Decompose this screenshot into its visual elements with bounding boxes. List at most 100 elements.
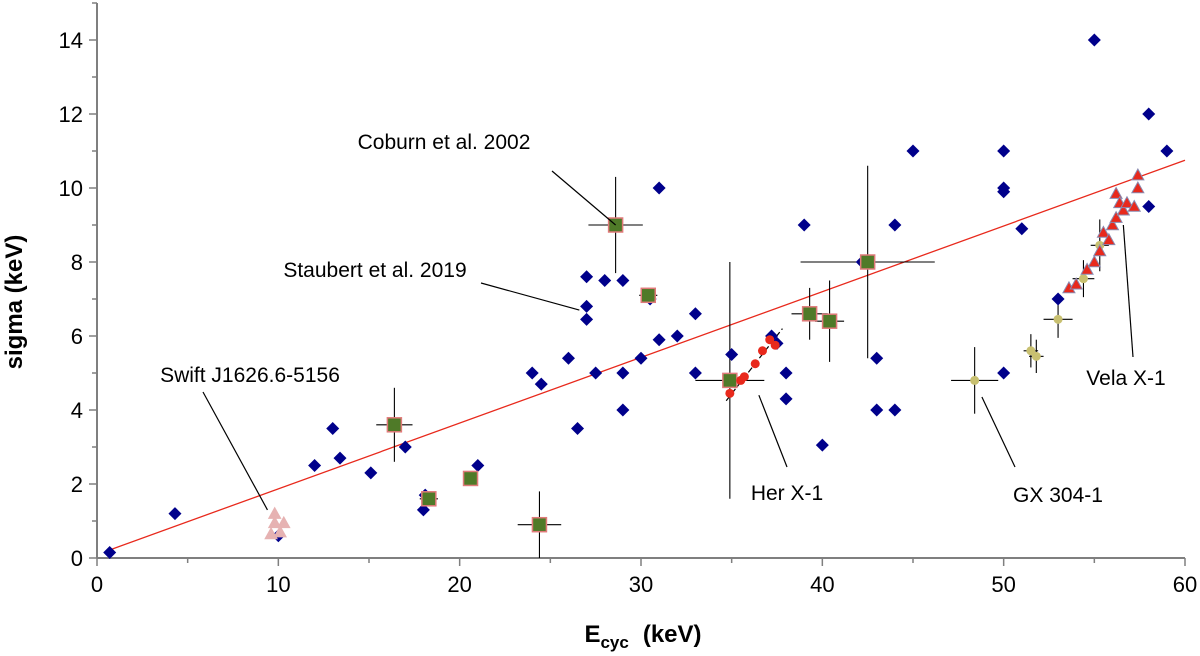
- x-tick-label: 50: [991, 572, 1015, 597]
- diamond-point: [815, 438, 829, 452]
- annot-vela-label: Vela X-1: [1086, 367, 1165, 390]
- annot-swift-leader: [202, 391, 268, 511]
- diamond-point: [471, 459, 485, 472]
- diamond-point: [534, 377, 548, 391]
- fit-line-layer: [107, 159, 1186, 552]
- her-x1-point: [770, 340, 780, 350]
- diamond-point: [308, 459, 322, 472]
- annot-coburn-leader: [551, 170, 617, 226]
- diamond-point: [326, 422, 340, 435]
- y-tick-label: 0: [71, 546, 83, 571]
- diamond-point: [1142, 200, 1156, 213]
- diamond-point: [688, 366, 702, 380]
- diamond-point: [779, 366, 793, 380]
- annot-gx-leader: [981, 396, 1016, 468]
- diamond-point: [870, 351, 884, 365]
- diamond-point: [997, 185, 1011, 199]
- y-axis-title: sigma (keV): [1, 235, 28, 370]
- annot-coburn-label: Coburn et al. 2002: [358, 131, 531, 154]
- square-point: [386, 417, 403, 433]
- diamond-point: [652, 333, 666, 347]
- vela-x1-point: [1131, 180, 1145, 194]
- x-axis-title: Ecyc (keV): [584, 621, 701, 652]
- square-point: [801, 306, 818, 322]
- diamond-point: [888, 218, 902, 232]
- square-point: [722, 372, 738, 389]
- diamond-point: [589, 366, 603, 380]
- axis-ticks: 0 2 4 6 8 10 12 14 0 10 20 30 40 50 60: [59, 2, 1197, 597]
- annot-vela-leader: [1122, 224, 1134, 358]
- diamond-point: [725, 348, 739, 361]
- vela-x1-point: [1092, 243, 1107, 257]
- diamond-point: [997, 366, 1011, 380]
- square-point: [821, 313, 838, 329]
- y-tick-label: 4: [71, 398, 83, 423]
- error-bars: [376, 165, 1109, 558]
- diamond-point: [616, 403, 630, 417]
- diamond-point: [1142, 107, 1156, 121]
- vela-x1-point: [1116, 203, 1131, 216]
- gx304-point: [1078, 274, 1088, 284]
- diamond-point: [688, 307, 702, 321]
- diamond-point: [1015, 222, 1029, 236]
- her-x1-point: [765, 335, 775, 345]
- diamond-point: [580, 312, 594, 326]
- diamond-point: [997, 144, 1011, 158]
- diamond-point: [168, 507, 182, 521]
- x-tick-label: 30: [629, 572, 653, 597]
- her-x1-point: [757, 346, 767, 356]
- x-tick-label: 40: [810, 572, 834, 597]
- annot-her-label: Her X-1: [751, 482, 823, 505]
- vela-x1-point: [1120, 195, 1134, 209]
- diamond-point: [634, 351, 648, 365]
- diamond-point: [525, 366, 539, 380]
- vela-x1-point: [1131, 168, 1145, 181]
- x-axis-title-sub: cyc: [600, 633, 628, 652]
- diamond-point: [1160, 144, 1174, 158]
- diamond-point: [1087, 33, 1101, 47]
- y-tick-label: 2: [71, 472, 83, 497]
- y-tick-label: 12: [59, 102, 83, 127]
- data-points: [103, 33, 1174, 559]
- vela-x1-point: [1096, 225, 1111, 238]
- diamond-point: [616, 274, 630, 287]
- diamond-point: [888, 403, 902, 417]
- plot-frame: [96, 3, 1185, 559]
- annot-gx-label: GX 304-1: [1013, 484, 1103, 507]
- diamond-point: [779, 392, 793, 406]
- square-point: [421, 491, 437, 507]
- diamond-point: [398, 440, 412, 454]
- diamond-point: [906, 144, 920, 158]
- x-tick-label: 20: [447, 572, 471, 597]
- vela-x1-point: [1101, 232, 1116, 246]
- diamond-point: [364, 466, 378, 480]
- diamond-point: [616, 366, 630, 380]
- y-tick-label: 10: [59, 176, 83, 201]
- swift-point: [273, 525, 287, 538]
- square-point: [859, 254, 876, 270]
- diamond-point: [333, 451, 347, 465]
- her-x1-point: [739, 372, 749, 382]
- diamond-point: [652, 181, 666, 195]
- diamond-point: [598, 274, 612, 287]
- square-point: [462, 470, 479, 487]
- square-point: [531, 516, 548, 533]
- diamond-point: [1051, 292, 1065, 306]
- gx304-point: [1031, 351, 1041, 361]
- diamond-point: [580, 270, 594, 284]
- vela-x1-point: [1080, 262, 1094, 275]
- diamond-point: [561, 351, 575, 365]
- diamond-point: [571, 422, 585, 435]
- annot-staubert-leader: [480, 282, 580, 311]
- gx304-point: [1053, 314, 1063, 324]
- vela-x1-point: [1127, 199, 1142, 212]
- y-tick-label: 8: [71, 250, 83, 275]
- vela-x1-point: [1109, 186, 1123, 199]
- gx304-point: [1026, 346, 1036, 356]
- annot-swift-label: Swift J1626.6-5156: [160, 364, 340, 387]
- vela-x1-point: [1105, 217, 1120, 231]
- x-tick-label: 10: [266, 572, 290, 597]
- annot-her-leader: [758, 394, 788, 468]
- diamond-point: [670, 329, 684, 343]
